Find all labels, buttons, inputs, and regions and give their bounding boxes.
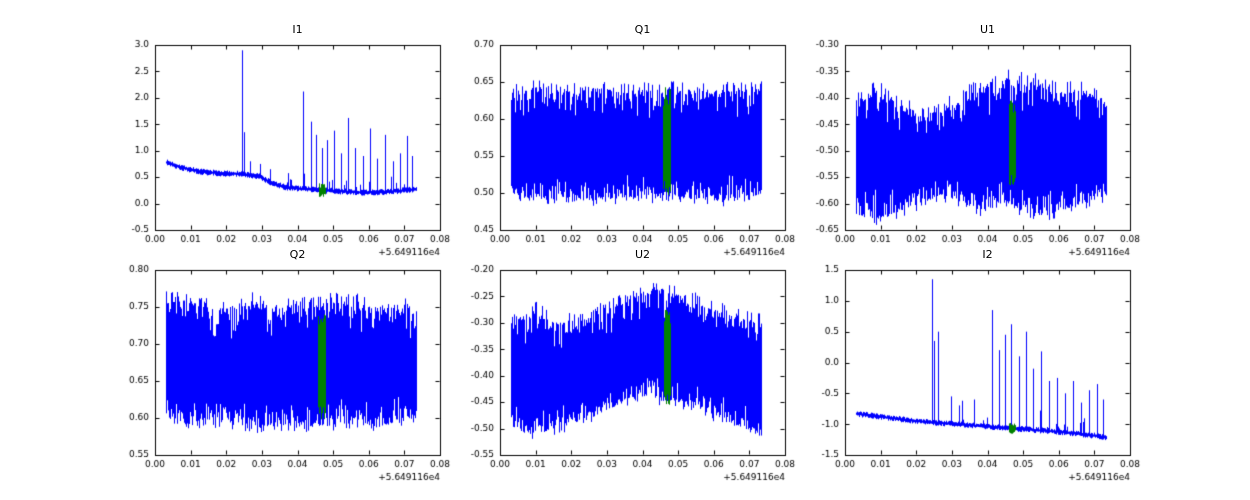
plot-canvas-i1 (110, 39, 452, 264)
subplot-title: U2 (634, 248, 651, 261)
subplot-i2: I2 I2 (800, 248, 1142, 489)
subplot-i1: I1 I1 (110, 23, 452, 264)
subplot-title: I2 (982, 248, 993, 261)
plot-canvas-q1 (455, 39, 797, 264)
subplot-title: Q2 (289, 248, 306, 261)
subplot-title: I1 (292, 23, 303, 36)
subplot-q1: Q1 Q1 (455, 23, 797, 264)
subplot-q2: Q2 Q2 (110, 248, 452, 489)
plot-canvas-u1 (800, 39, 1142, 264)
subplot-title: Q1 (634, 23, 651, 36)
plot-canvas-i2 (800, 264, 1142, 489)
plot-canvas-u2 (455, 264, 797, 489)
subplot-u2: U2 U2 (455, 248, 797, 489)
plot-canvas-q2 (110, 264, 452, 489)
subplot-title: U1 (979, 23, 996, 36)
subplot-u1: U1 U1 (800, 23, 1142, 264)
